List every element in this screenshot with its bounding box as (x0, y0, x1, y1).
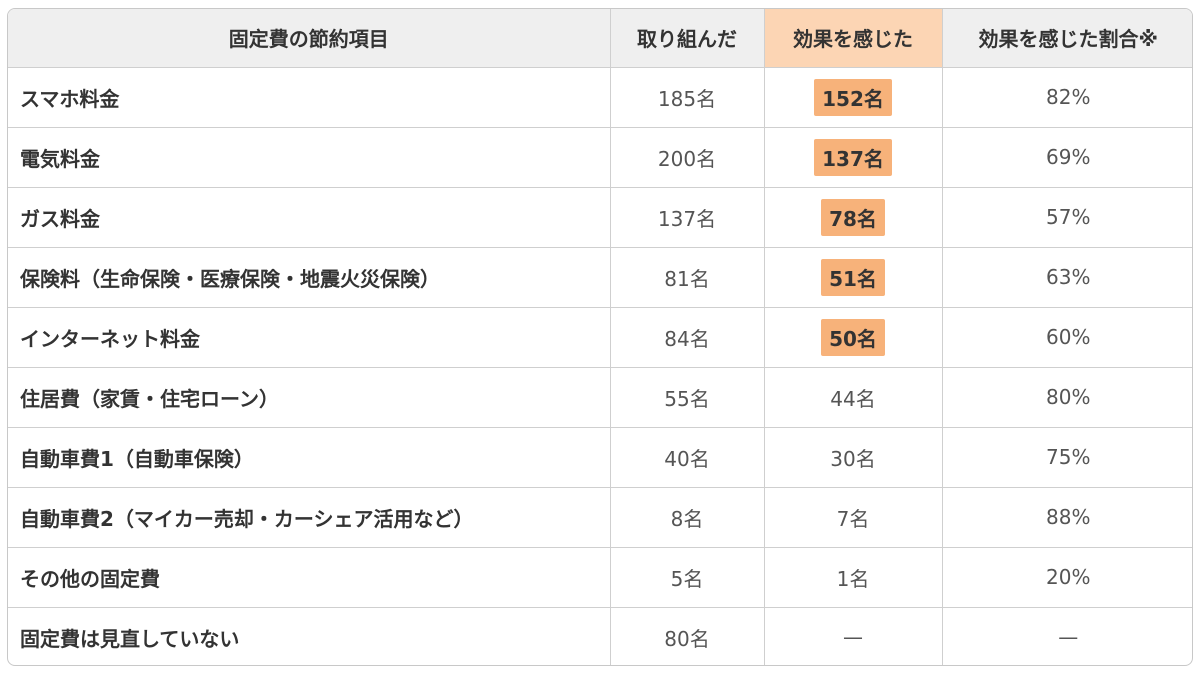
cell-felt-effect: 51名 (764, 247, 943, 308)
cell-tried: 200名 (610, 127, 765, 188)
cell-effect-ratio: 82% (942, 67, 1192, 128)
felt-effect-badge: 78名 (821, 198, 885, 236)
cell-item: 自動車費2（マイカー売却・カーシェア活用など） (8, 487, 611, 548)
cell-effect-ratio: 57% (942, 187, 1192, 248)
cell-felt-effect: — (764, 607, 943, 665)
cell-effect-ratio: 80% (942, 367, 1192, 428)
cell-item: インターネット料金 (8, 307, 611, 368)
cell-item: ガス料金 (8, 187, 611, 248)
cell-tried: 5名 (610, 547, 765, 608)
table-row: ガス料金 137名 78名 57% (8, 187, 1192, 248)
cell-tried: 81名 (610, 247, 765, 308)
cell-item: スマホ料金 (8, 67, 611, 128)
cell-felt-effect: 137名 (764, 127, 943, 188)
savings-table-frame: 固定費の節約項目 取り組んだ 効果を感じた 効果を感じた割合※ スマホ料金 185… (7, 8, 1193, 666)
header-effect-ratio: 効果を感じた割合※ (942, 9, 1192, 68)
cell-tried: 84名 (610, 307, 765, 368)
cell-tried: 137名 (610, 187, 765, 248)
cell-felt-effect: 7名 (764, 487, 943, 548)
cell-tried: 55名 (610, 367, 765, 428)
cell-felt-effect: 1名 (764, 547, 943, 608)
table-row: 自動車費2（マイカー売却・カーシェア活用など） 8名 7名 88% (8, 487, 1192, 548)
cell-effect-ratio: — (1058, 625, 1079, 650)
cell-effect-ratio: 69% (942, 127, 1192, 188)
cell-tried: 80名 (610, 607, 765, 665)
cell-item: 保険料（生命保険・医療保険・地震火災保険） (8, 247, 611, 308)
cell-item: 自動車費1（自動車保険） (8, 427, 611, 488)
cell-felt-effect: 44名 (764, 367, 943, 428)
cell-felt-effect: 30名 (764, 427, 943, 488)
felt-effect-badge: 137名 (814, 138, 892, 176)
table-row: 電気料金 200名 137名 69% (8, 127, 1192, 188)
cell-item: 固定費は見直していない (8, 607, 611, 665)
cell-item: 住居費（家賃・住宅ローン） (8, 367, 611, 428)
cell-item: その他の固定費 (8, 547, 611, 608)
cell-effect-ratio: 88% (942, 487, 1192, 548)
cell-effect-ratio: 63% (942, 247, 1192, 308)
cell-tried: 40名 (610, 427, 765, 488)
table-body: スマホ料金 185名 152名 82% 電気料金 200名 137名 69% ガス料金 137名 7… (8, 67, 1192, 665)
cell-effect-ratio: 60% (942, 307, 1192, 368)
header-felt-effect: 効果を感じた (764, 9, 943, 68)
table-row: 自動車費1（自動車保険） 40名 30名 75% (8, 427, 1192, 488)
felt-effect-badge: 51名 (821, 258, 885, 296)
cell-tried: 8名 (610, 487, 765, 548)
cell-effect-ratio: 75% (942, 427, 1192, 488)
table-row: インターネット料金 84名 50名 60% (8, 307, 1192, 368)
cell-felt-effect: 78名 (764, 187, 943, 248)
table-row: 固定費は見直していない 80名 — — (8, 607, 1192, 665)
fixed-cost-savings-table: 固定費の節約項目 取り組んだ 効果を感じた 効果を感じた割合※ スマホ料金 185… (8, 9, 1192, 665)
felt-effect-badge: 50名 (821, 318, 885, 356)
header-item: 固定費の節約項目 (8, 9, 611, 68)
felt-effect-badge: 152名 (814, 78, 892, 116)
table-row: 住居費（家賃・住宅ローン） 55名 44名 80% (8, 367, 1192, 428)
cell-effect-ratio: 20% (942, 547, 1192, 608)
cell-tried: 185名 (610, 67, 765, 128)
cell-felt-effect: 152名 (764, 67, 943, 128)
table-header-row: 固定費の節約項目 取り組んだ 効果を感じた 効果を感じた割合※ (8, 9, 1192, 68)
cell-felt-effect: 50名 (764, 307, 943, 368)
cell-item: 電気料金 (8, 127, 611, 188)
header-tried: 取り組んだ (610, 9, 765, 68)
table-row: 保険料（生命保険・医療保険・地震火災保険） 81名 51名 63% (8, 247, 1192, 308)
table-row: その他の固定費 5名 1名 20% (8, 547, 1192, 608)
table-row: スマホ料金 185名 152名 82% (8, 67, 1192, 128)
